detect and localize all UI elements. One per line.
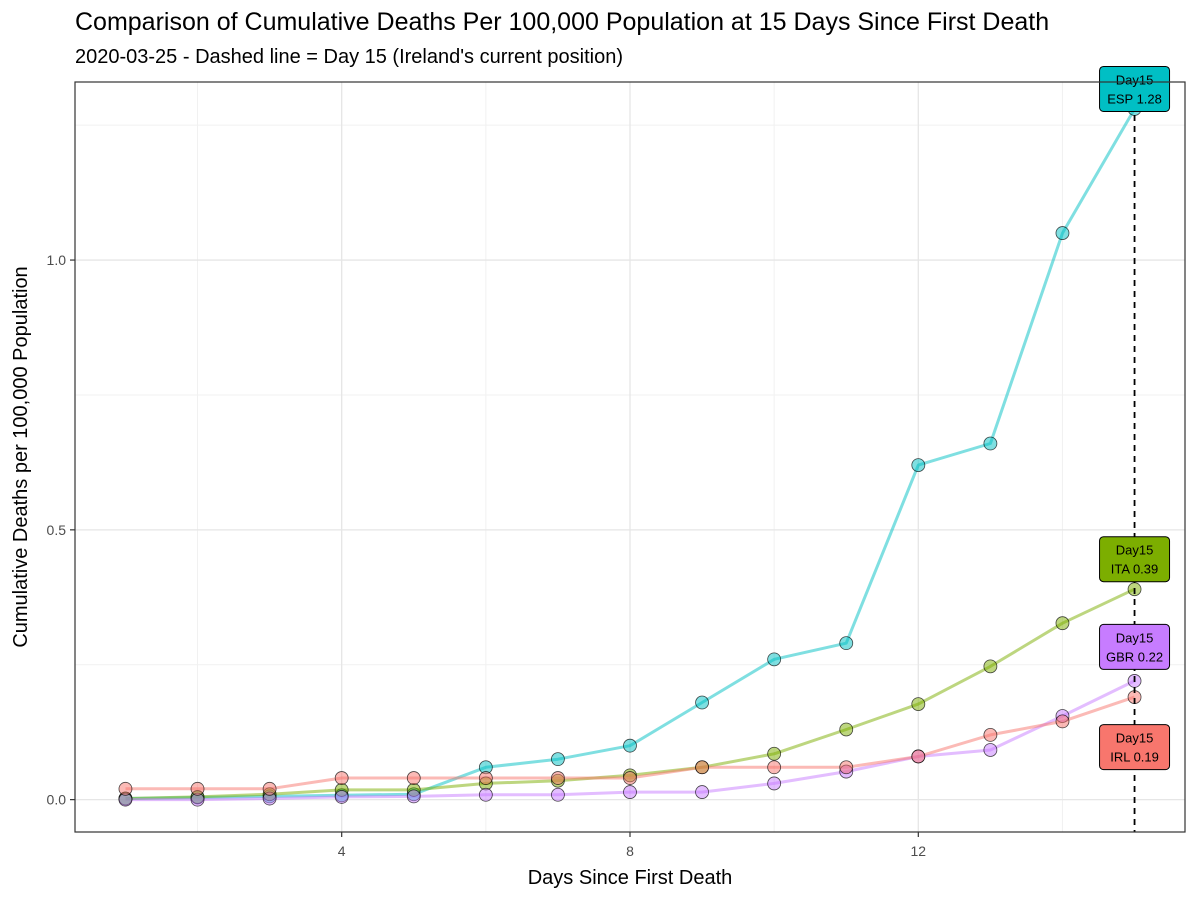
data-point-ita	[911, 697, 926, 712]
annotation-day-label: Day15	[1116, 731, 1154, 746]
data-point-gbr	[623, 785, 637, 799]
data-point-esp	[695, 695, 709, 710]
data-point-esp	[1055, 226, 1070, 240]
annotation-box	[1099, 623, 1171, 670]
data-point-irl	[334, 771, 349, 785]
grid-layer	[75, 82, 1185, 832]
annotation-value-label: ESP 1.28	[1107, 91, 1162, 106]
data-point-ita	[839, 722, 854, 737]
data-point-gbr	[551, 787, 565, 802]
data-point-irl	[478, 771, 493, 785]
annotation-value-label: GBR 0.22	[1106, 649, 1163, 664]
annotation-value-label: IRL 0.19	[1110, 750, 1159, 765]
data-point-irl	[695, 760, 709, 775]
annotation-box	[1099, 65, 1171, 112]
data-point-irl	[190, 781, 205, 796]
chart-subtitle: 2020-03-25 - Dashed line = Day 15 (Irela…	[75, 46, 624, 68]
annotation-esp: Day15 ESP 1.28	[1099, 65, 1171, 112]
annotation-day-label: Day15	[1116, 543, 1154, 558]
annotation-day-label: Day15	[1116, 630, 1154, 645]
data-point-esp	[983, 436, 998, 451]
data-point-esp	[623, 738, 637, 753]
y-tick-label: 0.5	[47, 522, 67, 538]
data-point-irl	[767, 760, 782, 775]
data-point-irl	[839, 760, 854, 775]
data-point-esp	[839, 636, 854, 651]
y-tick-label: 1.0	[47, 252, 67, 268]
x-axis-title: Days Since First Death	[528, 867, 733, 889]
data-point-irl	[406, 771, 421, 785]
data-point-gbr	[334, 790, 349, 804]
chart-title: Comparison of Cumulative Deaths Per 100,…	[75, 8, 1050, 36]
data-point-gbr	[983, 743, 998, 757]
annotation-day-label: Day15	[1116, 72, 1154, 87]
data-point-irl	[983, 727, 998, 742]
annotation-ita: Day15 ITA 0.39	[1099, 536, 1171, 583]
axis-layer: 4 8 12 0.0 0.5 1.0	[47, 252, 927, 859]
data-point-gbr	[695, 785, 709, 799]
x-tick-label: 12	[911, 843, 927, 859]
y-tick-label: 0.0	[47, 792, 67, 808]
data-point-esp	[551, 752, 565, 767]
y-axis-title: Cumulative Deaths per 100,000 Population	[10, 266, 32, 647]
data-point-esp	[911, 458, 926, 472]
data-point-gbr	[478, 787, 493, 802]
annotation-gbr: Day15 GBR 0.22	[1099, 623, 1171, 670]
data-point-ita	[767, 746, 782, 761]
data-point-irl	[118, 781, 133, 796]
data-point-ita	[983, 659, 998, 674]
data-point-ita	[1055, 616, 1070, 631]
data-point-irl	[911, 749, 926, 764]
data-point-irl	[1055, 714, 1070, 729]
x-tick-label: 4	[338, 843, 346, 859]
data-point-esp	[767, 652, 782, 667]
annotation-box	[1099, 724, 1171, 771]
annotation-box	[1099, 536, 1171, 583]
data-point-irl	[623, 771, 637, 785]
annotation-value-label: ITA 0.39	[1111, 562, 1158, 577]
annotation-irl: Day15 IRL 0.19	[1099, 724, 1171, 771]
data-point-irl	[551, 771, 565, 785]
data-point-gbr	[767, 776, 782, 791]
x-tick-label: 8	[626, 843, 634, 859]
data-point-gbr	[406, 789, 421, 804]
data-point-irl	[262, 781, 277, 796]
series-points	[118, 102, 1142, 807]
